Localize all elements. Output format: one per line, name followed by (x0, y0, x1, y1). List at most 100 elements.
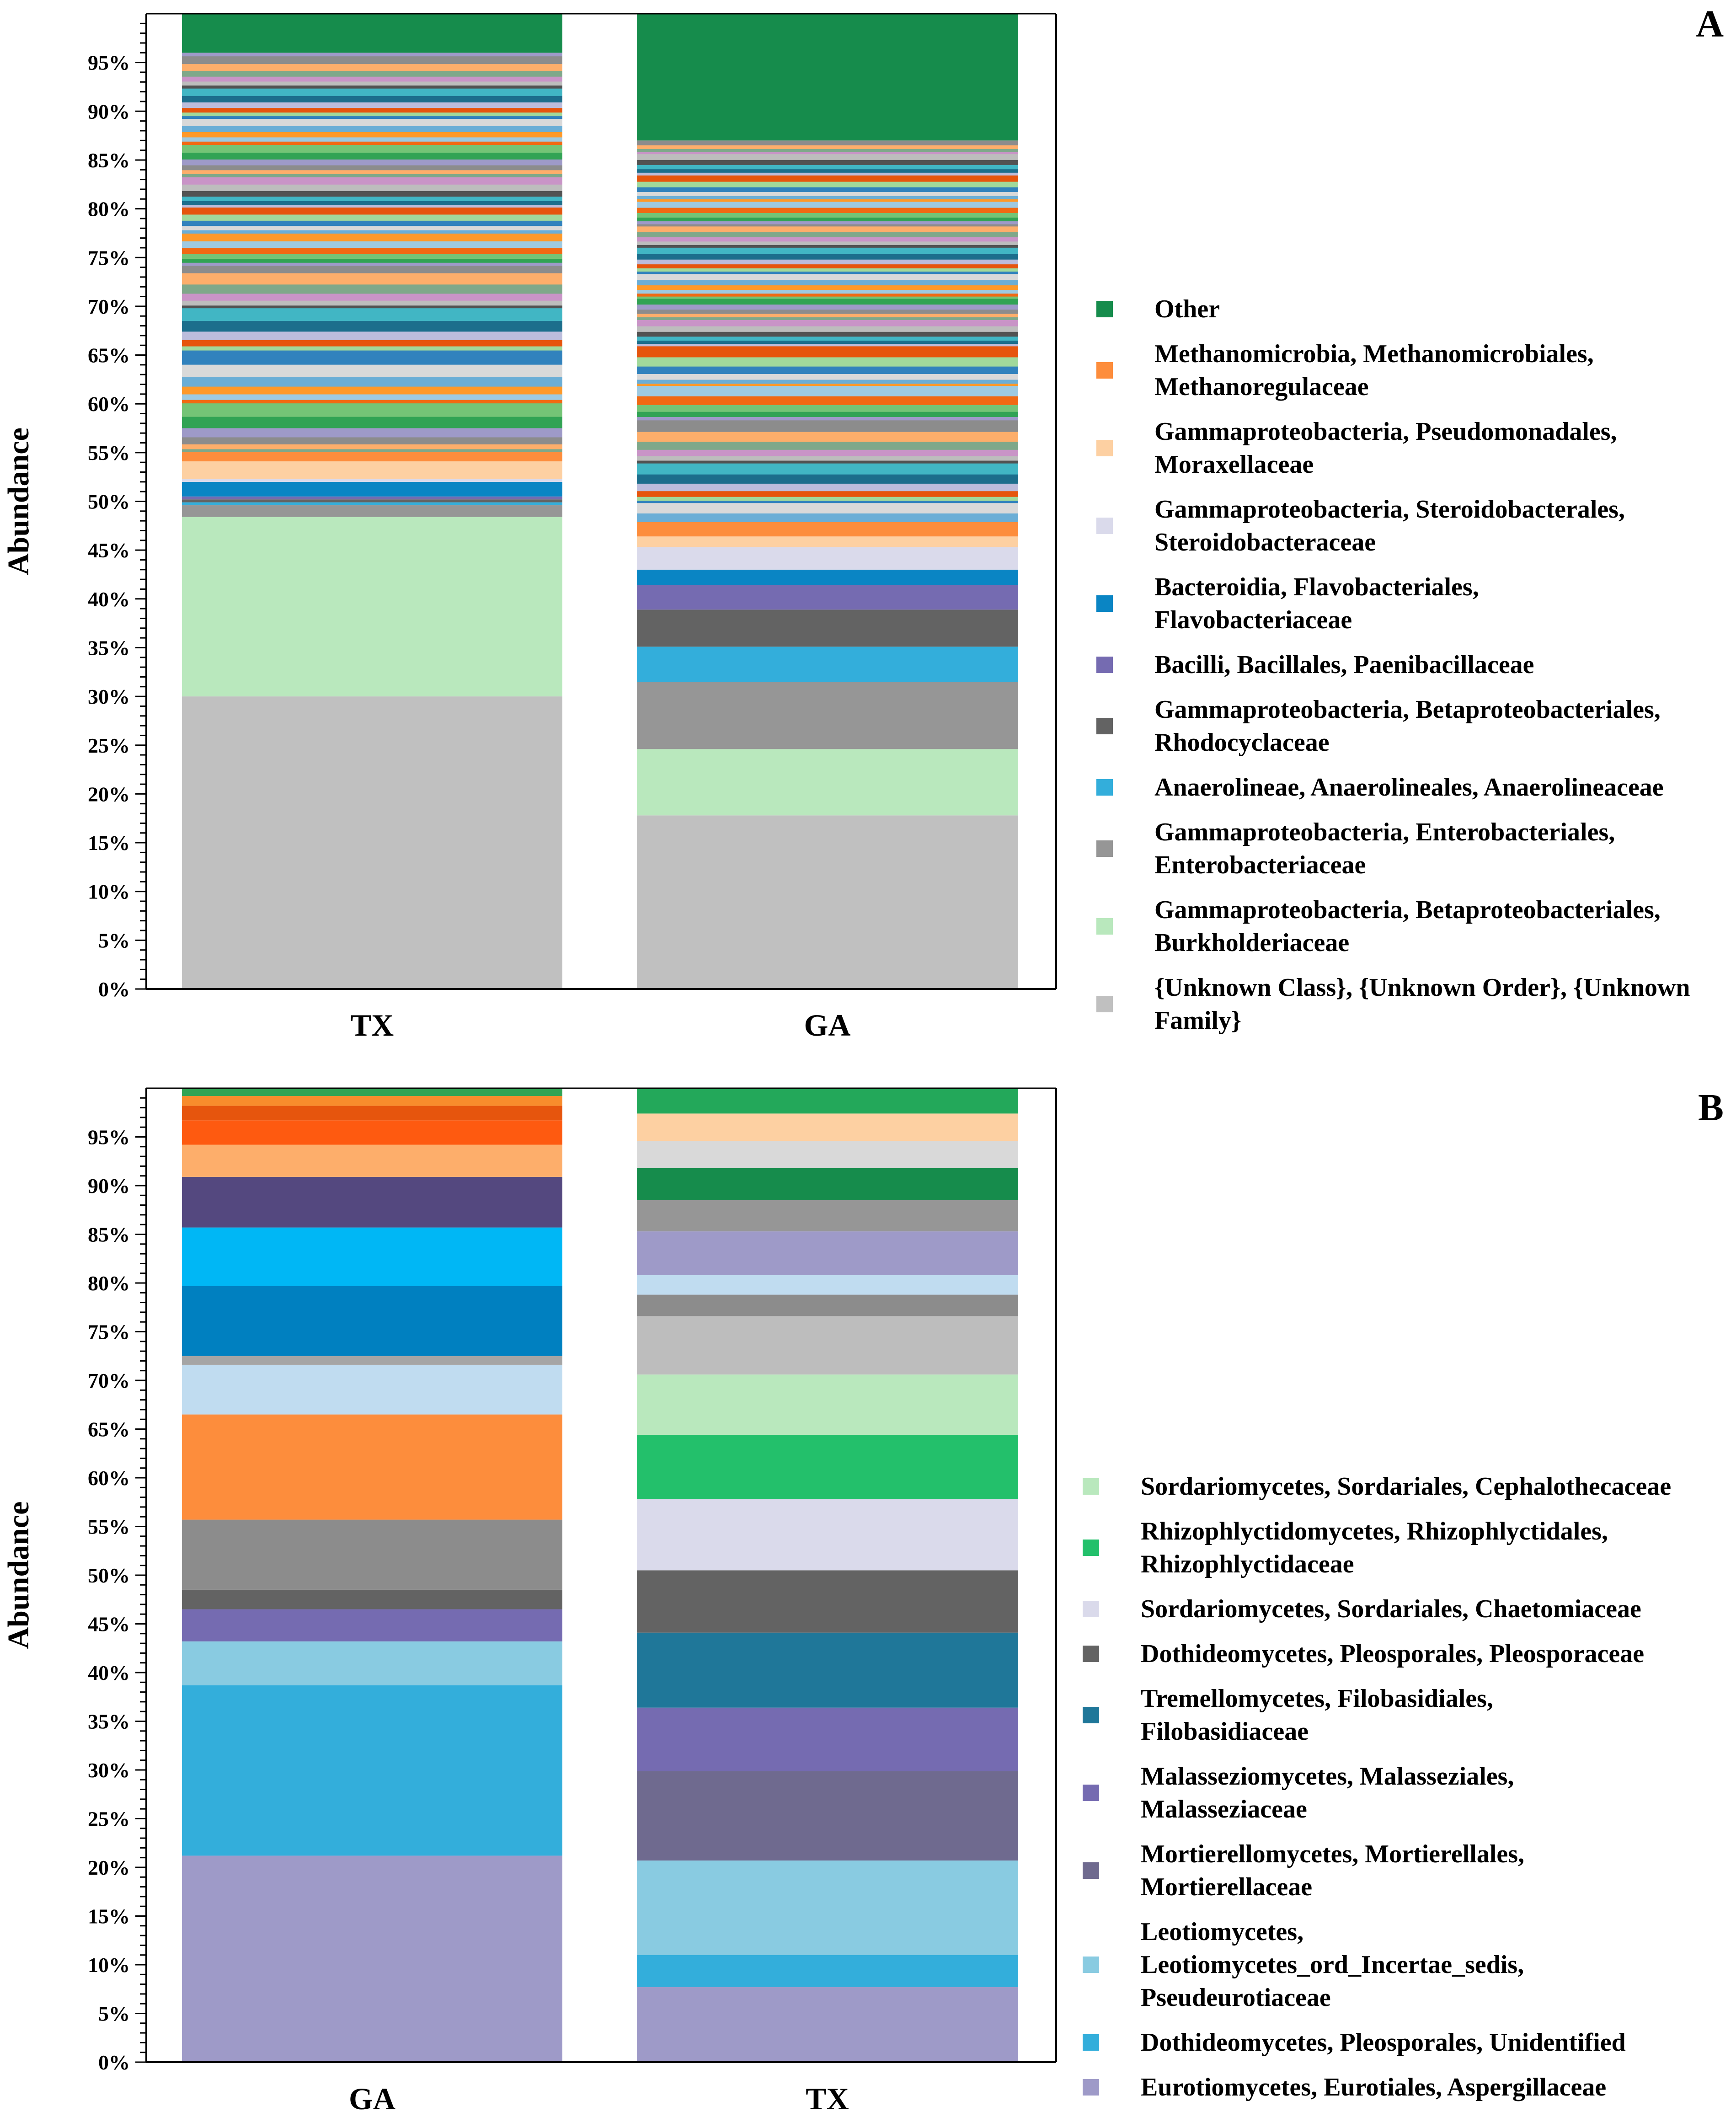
bar-segment-minor (182, 428, 562, 438)
bar-segment-minor (637, 145, 1018, 149)
bar-segment (637, 1987, 1018, 2062)
bar-segment-minor (637, 491, 1018, 497)
x-category-label: TX (806, 2081, 849, 2116)
bar-segment (182, 517, 562, 697)
y-tick-label: 85% (88, 149, 130, 172)
bar-segment (182, 499, 562, 503)
y-tick-label: 10% (88, 880, 130, 903)
bar-segment-minor (637, 396, 1018, 405)
y-tick-label: 45% (88, 1613, 130, 1636)
y-tick-label: 25% (88, 1807, 130, 1831)
bar-segment (637, 569, 1018, 585)
bar-segment (637, 1771, 1018, 1861)
bar-segment (637, 1860, 1018, 1955)
bar-segment-minor (182, 85, 562, 89)
bar-segment (637, 1113, 1018, 1141)
bar-segment-other (637, 14, 1018, 141)
bar-segment-minor (637, 405, 1018, 412)
bar-segment-minor (637, 247, 1018, 254)
bar-segment-minor (182, 400, 562, 404)
bar-segment-minor (637, 154, 1018, 160)
bar-segment-minor (637, 497, 1018, 501)
bar-segment (637, 815, 1018, 989)
bar-segment (182, 496, 562, 500)
bar-segment-minor (637, 346, 1018, 358)
bar-segment-minor (637, 217, 1018, 222)
bar-segment-minor (637, 412, 1018, 417)
bar-segment-minor (637, 317, 1018, 320)
bar-segment-minor (637, 455, 1018, 461)
x-category-label: GA (804, 1008, 851, 1042)
legend-line: Gammaproteobacteria, Pseudomonadales, (1154, 417, 1617, 446)
legend-line: Burkholderiaceae (1154, 929, 1349, 957)
bar-segment (182, 1144, 562, 1177)
bar-segment-minor (637, 474, 1018, 484)
legend-line: Malasseziaceae (1141, 1795, 1307, 1823)
bar-segment-minor (182, 76, 562, 82)
legend-swatch (1096, 362, 1113, 379)
bar-segment-minor (182, 56, 562, 64)
bar-segment (637, 1231, 1018, 1275)
bar-segment-minor (182, 403, 562, 417)
bar-segment (637, 1088, 1018, 1114)
bar-segment-minor (637, 296, 1018, 299)
bar-segment-minor (637, 420, 1018, 432)
bar-segment-minor (637, 366, 1018, 374)
bar-segment (182, 461, 562, 479)
legend-entry-label: Dothideomycetes, Pleosporales, Pleospora… (1141, 1640, 1644, 1668)
bar-segment (637, 1275, 1018, 1295)
bar-segment-minor (182, 64, 562, 71)
bar-segment (182, 1364, 562, 1415)
y-tick-label: 90% (88, 100, 130, 123)
bar-segment-minor (182, 300, 562, 306)
bar-segment (182, 1120, 562, 1145)
bar-segment-minor (182, 191, 562, 197)
bar-segment (182, 1685, 562, 1856)
bar-segment-minor (637, 271, 1018, 274)
y-tick-label: 65% (88, 1418, 130, 1441)
bar-segment-minor (182, 308, 562, 321)
bar-segment-minor (637, 181, 1018, 187)
y-tick-label: 80% (88, 198, 130, 221)
bar-segment-minor (637, 432, 1018, 442)
legend-line: Steroidobacteraceae (1154, 528, 1376, 556)
panel-b-chart: 0% 5% 10% 15% 20% 25% 30% 35% 40% 45% 50% 55% 60% 65%… (2, 1086, 1724, 2116)
y-tick-label: 5% (98, 2002, 130, 2026)
bar-segment (182, 1641, 562, 1685)
bar-segment-minor (637, 383, 1018, 386)
bar-segment-minor (182, 253, 562, 259)
bar-segment-minor (182, 196, 562, 201)
bar-segment-minor (637, 313, 1018, 317)
y-tick-label: 50% (88, 1564, 130, 1587)
bar-segment (182, 1106, 562, 1121)
y-tick-label: 40% (88, 588, 130, 611)
legend-entry-label: Gammaproteobacteria, Betaproteobacterial… (1154, 695, 1661, 757)
bar-segment-minor (637, 226, 1018, 232)
legend-swatch (1096, 718, 1113, 734)
bar-segment (637, 1316, 1018, 1375)
y-tick-label: 15% (88, 1905, 130, 1928)
bar-segment-minor (182, 165, 562, 171)
bar-segment-minor (637, 463, 1018, 475)
y-tick-label: 95% (88, 1126, 130, 1149)
y-tick-label: 20% (88, 782, 130, 806)
bar-segment-minor (182, 340, 562, 347)
y-tick-label: 35% (88, 1710, 130, 1733)
y-tick-label: 70% (88, 1369, 130, 1392)
bar-segment-minor (182, 394, 562, 400)
bar-segment-minor (637, 293, 1018, 297)
bar-segment (182, 451, 562, 462)
bar-segment-minor (637, 374, 1018, 380)
legend-entry-label: Sordariomycetes, Sordariales, Cephalothe… (1141, 1472, 1671, 1501)
legend-line: Sordariomycetes, Sordariales, Chaetomiac… (1141, 1595, 1641, 1623)
bar-segment (637, 1294, 1018, 1316)
bar-segment-minor (182, 70, 562, 77)
legend-entry-label: Malasseziomycetes, Malasseziales, Malasse… (1141, 1762, 1514, 1823)
legend-entry-label: Tremellomycetes, Filobasidiales, Filobasi… (1141, 1684, 1493, 1746)
legend-line: Eurotiomycetes, Eurotiales, Aspergillace… (1141, 2073, 1606, 2101)
bar-segment-minor (637, 241, 1018, 245)
bar-segment (637, 585, 1018, 610)
legend-line: Pseudeurotiaceae (1141, 1983, 1331, 2012)
legend-entry-label: Leotiomycetes, Leotiomycetes_ord_Incertae… (1141, 1918, 1524, 2012)
y-tick-label: 0% (98, 978, 130, 1001)
